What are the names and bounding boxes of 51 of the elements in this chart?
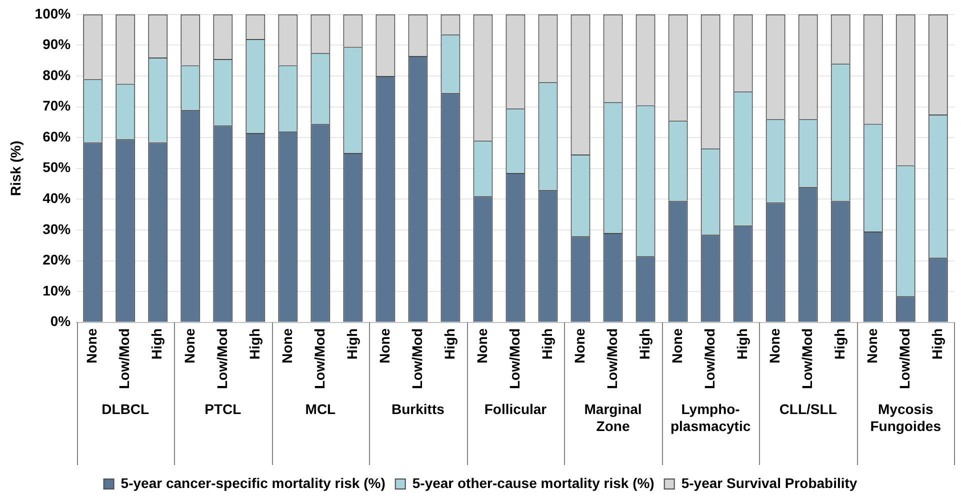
text: Follicular <box>484 400 548 417</box>
x-tick-label: High <box>441 328 458 360</box>
x-tick-label: None <box>278 328 295 364</box>
y-tick-label: 100% <box>34 5 72 22</box>
y-tick-label: 50% <box>42 159 72 176</box>
x-tick-label: High <box>148 328 165 360</box>
y-tick-label: 20% <box>42 252 72 268</box>
x-tick-label: High <box>734 328 750 360</box>
x-tick-label: High <box>831 328 848 360</box>
x-tick-label: Low/Mod <box>506 328 522 390</box>
text: Lympho-plasmacytic <box>670 400 751 434</box>
x-tick-label: Low/Mod <box>214 328 230 390</box>
x-tick-label: None <box>474 328 490 364</box>
x-tick-label: Low/Mod <box>116 328 132 390</box>
x-tick-label: Low/Mod <box>798 328 815 390</box>
y-tick-label: 90% <box>42 36 72 52</box>
x-tick-label: None <box>864 328 880 364</box>
x-tick-label: High <box>246 328 262 360</box>
y-tick-label: 30% <box>42 220 72 237</box>
text: Marginal Zone <box>584 400 642 434</box>
text: Mycosis Fungoides <box>870 400 942 434</box>
x-tick-label: High <box>636 328 652 360</box>
text: DLBCL <box>102 400 150 417</box>
x-tick-label: None <box>766 328 782 364</box>
text: MCL <box>305 400 336 417</box>
x-tick-label: Low/Mod <box>408 328 425 390</box>
text: CLL/SLL <box>779 400 838 417</box>
legend-label: 5-year cancer-specific mortality risk (%) <box>120 474 386 491</box>
x-tick-label: Low/Mod <box>896 328 912 390</box>
y-tick-label: 60% <box>42 128 72 144</box>
x-tick-label: None <box>84 328 100 364</box>
y-tick-label: 10% <box>42 282 72 298</box>
x-tick-label: Low/Mod <box>311 328 328 390</box>
legend-label: 5-year Survival Probability <box>681 474 858 491</box>
x-tick-label: None <box>571 328 588 364</box>
y-tick-label: 70% <box>42 98 72 114</box>
legend-label: 5-year other-cause mortality risk (%) <box>412 474 654 491</box>
x-tick-label: None <box>181 328 198 364</box>
x-tick-label: None <box>376 328 392 364</box>
text: PTCL <box>204 400 242 417</box>
y-tick-label: 0% <box>50 313 72 330</box>
y-axis-title: Risk (%) <box>7 140 24 196</box>
x-tick-label: High <box>344 328 360 360</box>
x-tick-label: Low/Mod <box>604 328 620 390</box>
text: Burkitts <box>392 400 445 417</box>
x-tick-label: High <box>538 328 555 360</box>
y-tick-label: 40% <box>42 190 72 206</box>
x-tick-label: High <box>928 328 945 360</box>
x-tick-label: Low/Mod <box>701 328 718 390</box>
x-tick-label: None <box>668 328 685 364</box>
y-tick-label: 80% <box>42 66 72 83</box>
